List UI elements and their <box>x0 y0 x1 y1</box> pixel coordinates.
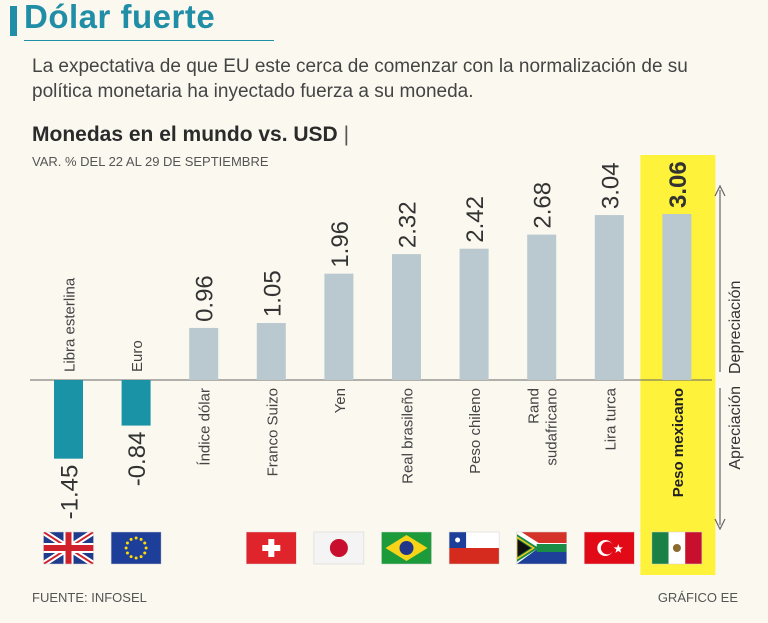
value-label-franco-suizo: 1.05 <box>259 270 286 317</box>
bar-indice-dolar <box>189 327 219 380</box>
category-label-euro: Euro <box>129 340 146 372</box>
chart-title: Monedas en el mundo vs. USD | <box>32 123 349 147</box>
category-label-peso-chileno: Peso chileno <box>467 388 484 474</box>
page-title: Dólar fuerte <box>24 0 216 35</box>
flag-switzerland-icon <box>246 531 297 565</box>
graphic-credit: GRÁFICO EE <box>657 590 738 605</box>
source-note: FUENTE: INFOSEL <box>32 590 147 605</box>
title-underline <box>24 40 274 41</box>
up-arrow-icon <box>714 184 726 197</box>
flag-mexico-icon <box>651 531 703 565</box>
flag-eu-icon <box>110 531 162 565</box>
bar-yen <box>324 273 354 380</box>
bar-franco-suizo <box>256 323 286 380</box>
category-label-indice-dolar: Índice dólar <box>197 388 214 466</box>
value-label-libra-esterlina: -1.45 <box>57 465 84 520</box>
category-label-lira-turca: Lira turca <box>602 387 619 450</box>
title-accent-bar <box>10 6 17 36</box>
bar-lira-turca <box>594 215 624 380</box>
bar-euro <box>121 380 151 426</box>
appreciation-label: Apreciación <box>727 386 744 470</box>
category-label-rand-sudafricano: Randsudafricano <box>526 388 561 466</box>
category-label-real-brasileno: Real brasileño <box>400 388 417 484</box>
chart-title-text: Monedas en el mundo vs. USD <box>32 123 338 146</box>
down-arrow-icon <box>714 518 726 531</box>
chart-subtitle: VAR. % DEL 22 AL 29 DE SEPTIEMBRE <box>32 154 269 169</box>
category-label-peso-mexicano: Peso mexicano <box>670 388 687 497</box>
category-label-libra-esterlina: Libra esterlina <box>62 277 79 372</box>
flag-uk-icon <box>43 531 94 565</box>
flag-turkey-icon <box>584 531 635 565</box>
flag-brazil-icon <box>381 531 432 565</box>
flag-south-africa-icon <box>516 531 567 565</box>
subtitle: La expectativa de que EU este cerca de c… <box>32 56 688 102</box>
bar-rand-sudafricano <box>527 234 557 380</box>
bar-libra-esterlina <box>54 380 83 459</box>
value-label-rand-sudafricano: 2.68 <box>530 182 557 229</box>
value-label-euro: -0.84 <box>124 432 151 487</box>
value-label-peso-chileno: 2.42 <box>462 196 489 243</box>
bar-peso-mexicano <box>662 213 692 380</box>
category-label-franco-suizo: Franco Suizo <box>264 388 281 476</box>
value-label-peso-mexicano: 3.06 <box>665 161 692 208</box>
value-label-lira-turca: 3.04 <box>597 162 624 209</box>
bar-real-brasileno <box>392 254 421 380</box>
flag-chile-icon <box>448 531 500 565</box>
category-label-yen: Yen <box>332 388 349 413</box>
depreciation-label: Depreciación <box>727 281 744 374</box>
chart-title-separator: | <box>343 123 350 146</box>
value-label-yen: 1.96 <box>327 221 354 268</box>
value-label-real-brasileno: 2.32 <box>395 201 422 248</box>
flag-japan-icon <box>313 531 365 565</box>
bar-peso-chileno <box>459 248 489 380</box>
value-label-indice-dolar: 0.96 <box>192 275 219 322</box>
